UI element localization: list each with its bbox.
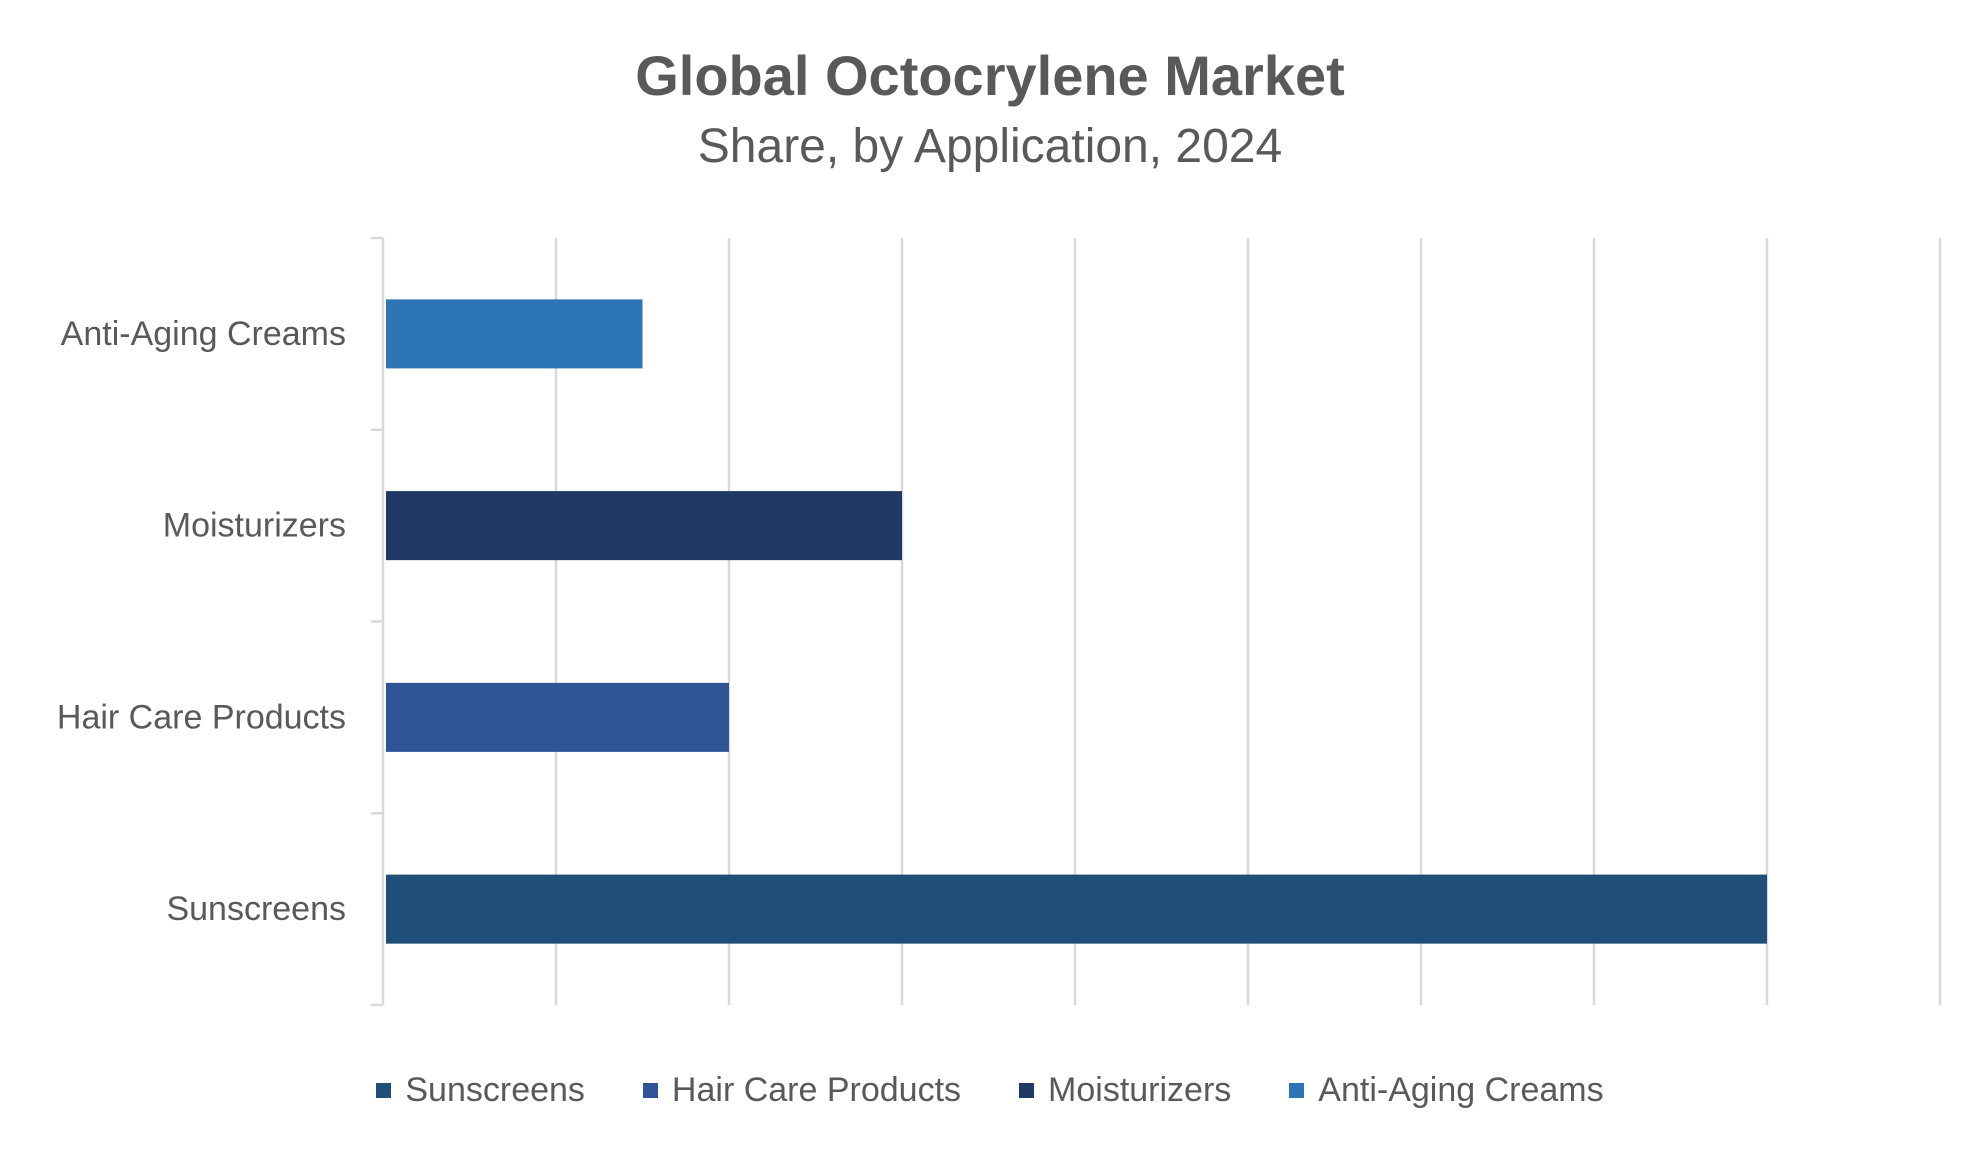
legend-item-anti-aging-creams: Anti-Aging Creams — [1289, 1068, 1604, 1112]
bar-hair-care-products — [386, 682, 729, 752]
legend-swatch-moisturizers — [1019, 1082, 1035, 1098]
category-label-sunscreens: Sunscreens — [166, 890, 346, 928]
category-axis — [371, 236, 385, 1007]
category-label-hair-care-products: Hair Care Products — [57, 698, 346, 736]
legend-label-moisturizers: Moisturizers — [1048, 1071, 1232, 1109]
legend-label-hair-care-products: Hair Care Products — [671, 1071, 962, 1109]
legend-swatch-sunscreens — [376, 1082, 392, 1098]
legend-item-sunscreens: Sunscreens — [376, 1068, 585, 1112]
bars — [386, 299, 1767, 944]
legend: Sunscreens Hair Care Products Moisturizers… — [0, 1068, 1980, 1112]
chart-subtitle: Share, by Application, 2024 — [697, 120, 1283, 173]
category-labels: Sunscreens Hair Care Products Moisturizers… — [57, 315, 346, 928]
bar-moisturizers — [386, 491, 902, 561]
legend-item-moisturizers: Moisturizers — [1019, 1068, 1231, 1112]
category-label-moisturizers: Moisturizers — [163, 507, 346, 545]
legend-swatch-hair-care-products — [642, 1082, 658, 1098]
legend-item-hair-care-products: Hair Care Products — [642, 1068, 962, 1112]
bar-sunscreens — [386, 874, 1767, 944]
bar-anti-aging-creams — [386, 299, 643, 369]
legend-swatch-anti-aging-creams — [1289, 1082, 1305, 1098]
category-label-anti-aging-creams: Anti-Aging Creams — [61, 315, 346, 353]
legend-label-sunscreens: Sunscreens — [405, 1071, 585, 1109]
chart-title: Global Octocrylene Market — [635, 44, 1345, 107]
legend-label-anti-aging-creams: Anti-Aging Creams — [1318, 1071, 1604, 1109]
